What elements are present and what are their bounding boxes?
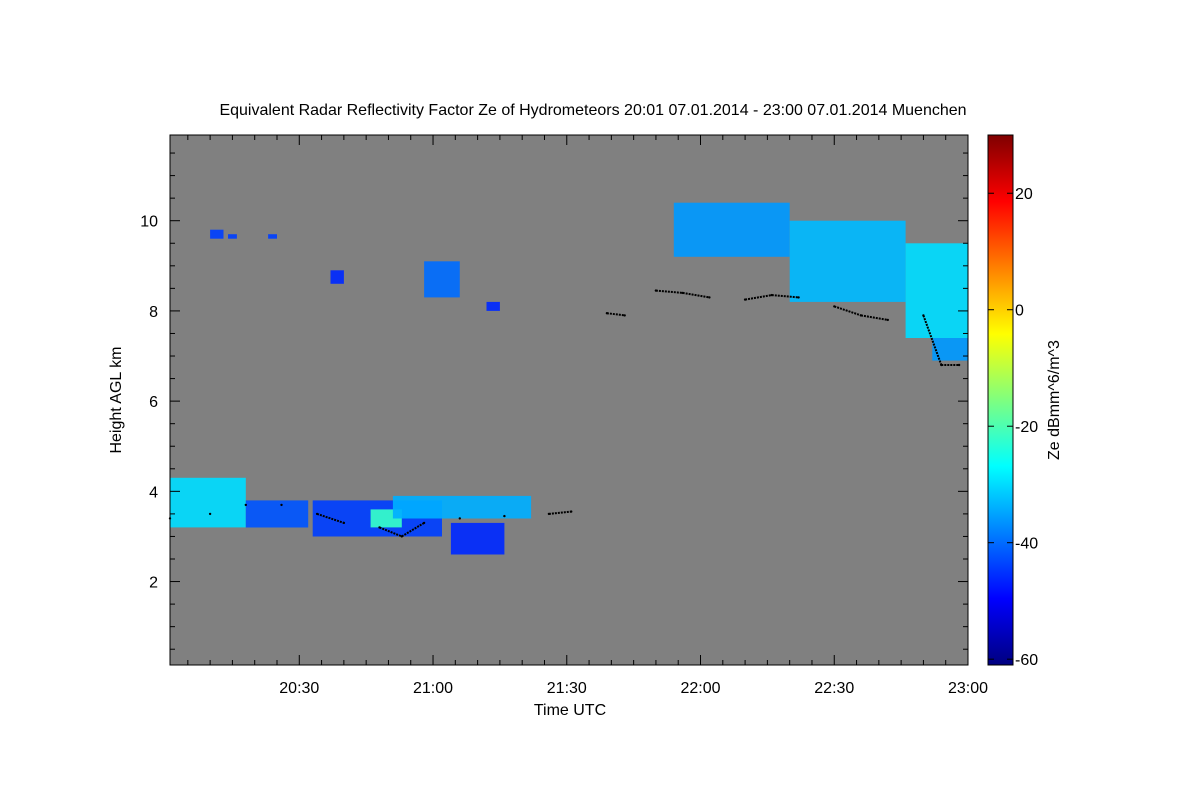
plot-frame xyxy=(169,134,969,666)
echo-region xyxy=(789,220,906,302)
cloud-base-point xyxy=(547,512,551,516)
cloud-base-point xyxy=(503,514,506,518)
cloud-base-point xyxy=(458,517,461,520)
cloud-base-point xyxy=(743,298,747,301)
cloud-base-point xyxy=(708,296,711,299)
cloud-base-point xyxy=(280,503,283,507)
cloud-base-segment xyxy=(316,512,345,524)
x-tick-label: 22:30 xyxy=(814,680,854,697)
x-axis-label: Time UTC xyxy=(534,702,606,719)
cloud-base-point xyxy=(654,289,658,292)
colorbar-ticks: 20 0 -20 -40 -60 xyxy=(988,186,1038,669)
y-axis: 2 4 6 8 10 xyxy=(140,152,968,650)
cloud-base-segment xyxy=(682,291,710,299)
echo-region xyxy=(424,261,460,298)
cloud-base-segment xyxy=(548,510,572,515)
cloud-base-layer xyxy=(168,289,961,538)
cloud-base-point xyxy=(940,363,943,367)
cloud-base-segment xyxy=(771,294,799,299)
echo-region xyxy=(392,495,532,519)
echo-region xyxy=(210,229,224,239)
echo-region xyxy=(170,477,246,528)
echo-region xyxy=(673,202,790,257)
colorbar: 20 0 -20 -40 -60 Ze dBmm^6/m^3 xyxy=(987,134,1063,669)
cloud-base-point xyxy=(342,521,346,525)
x-tick-label: 23:00 xyxy=(948,680,988,697)
echo-region xyxy=(330,270,344,284)
y-tick-label: 10 xyxy=(140,214,158,231)
cloud-base-point xyxy=(957,363,961,367)
echo-layer xyxy=(170,202,968,555)
echo-region xyxy=(268,234,277,239)
x-axis: 20:30 21:00 21:30 22:00 22:30 23:00 xyxy=(187,135,988,697)
cloud-base-point xyxy=(797,296,800,299)
y-axis-label: Height AGL km xyxy=(108,346,125,453)
echo-region xyxy=(905,243,968,338)
cloud-base-segment xyxy=(655,289,683,294)
cloud-base-point xyxy=(378,526,381,529)
x-tick-label: 21:30 xyxy=(547,680,587,697)
y-tick-label: 6 xyxy=(149,394,158,411)
y-tick-label: 2 xyxy=(149,575,158,592)
colorbar-tick-label: 20 xyxy=(1015,186,1033,203)
cloud-base-point xyxy=(886,318,889,322)
cloud-base-segment xyxy=(860,314,888,321)
cloud-base-point xyxy=(400,535,403,538)
colorbar-gradient xyxy=(987,134,1014,666)
echo-region xyxy=(450,522,505,555)
colorbar-tick-label: -20 xyxy=(1015,419,1038,436)
colorbar-label: Ze dBmm^6/m^3 xyxy=(1046,340,1063,460)
cloud-base-segment xyxy=(379,526,403,538)
echo-region xyxy=(486,301,500,311)
cloud-base-segment xyxy=(922,315,943,366)
echo-region xyxy=(228,234,237,239)
cloud-base-point xyxy=(244,503,247,507)
echo-region xyxy=(245,500,309,528)
cloud-base-point xyxy=(422,521,426,525)
colorbar-tick-label: -60 xyxy=(1015,652,1038,669)
y-tick-label: 4 xyxy=(149,484,158,501)
cloud-base-point xyxy=(681,291,684,295)
x-tick-label: 20:30 xyxy=(279,680,319,697)
cloud-base-segment xyxy=(401,522,425,538)
colorbar-tick-label: -40 xyxy=(1015,536,1038,553)
cloud-base-point xyxy=(770,293,773,297)
cloud-base-point xyxy=(922,314,925,317)
echo-region xyxy=(932,338,968,361)
x-tick-label: 21:00 xyxy=(413,680,453,697)
cloud-base-point xyxy=(208,512,212,516)
plot-area xyxy=(168,134,969,666)
cloud-base-segment xyxy=(833,305,862,317)
cloud-base-segment xyxy=(744,294,772,301)
cloud-base-point xyxy=(315,512,319,516)
cloud-base-point xyxy=(859,314,863,317)
chart-title: Equivalent Radar Reflectivity Factor Ze … xyxy=(219,102,966,119)
cloud-base-point xyxy=(605,312,609,315)
cloud-base-point xyxy=(833,305,836,308)
y-tick-label: 8 xyxy=(149,304,158,321)
cloud-base-point xyxy=(570,510,573,513)
cloud-base-point xyxy=(623,314,626,317)
plot-background xyxy=(170,135,968,665)
x-tick-label: 22:00 xyxy=(680,680,720,697)
colorbar-tick-label: 0 xyxy=(1015,303,1024,320)
